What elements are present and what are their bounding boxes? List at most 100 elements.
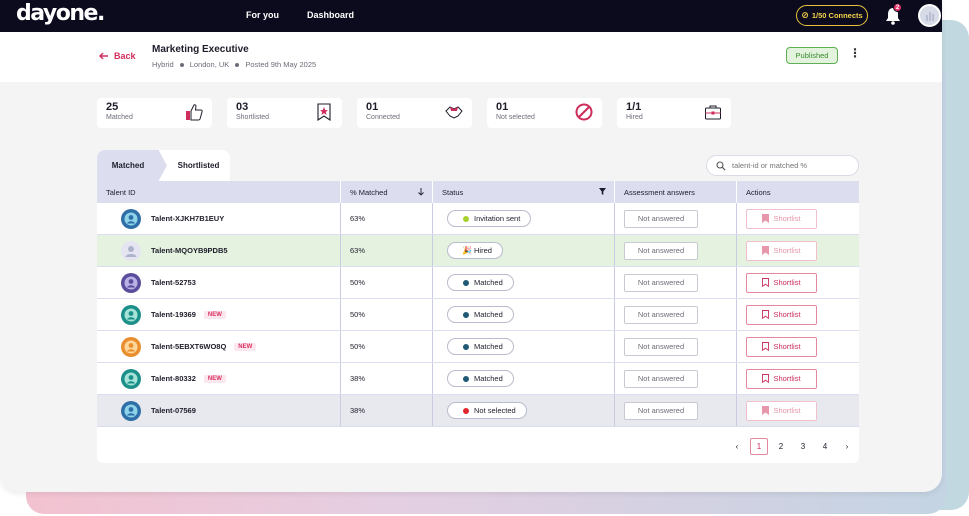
connects-button[interactable]: ⊘ 1/50 Connects xyxy=(796,5,868,26)
job-meta: Hybrid London, UK Posted 9th May 2025 xyxy=(152,60,316,69)
table-row[interactable]: Talent-80332 NEW 38% Matched Not answered Sho… xyxy=(97,363,859,395)
status-pill[interactable]: 🎉 Hired xyxy=(447,242,503,259)
column-header-talent-id[interactable]: Talent ID xyxy=(97,181,341,203)
stat-label: Hired xyxy=(626,114,643,121)
status-label: Matched xyxy=(474,342,503,351)
table-row[interactable]: Talent-5EBXT6WO8Q NEW 50% Matched Not answer… xyxy=(97,331,859,363)
status-pill[interactable]: Matched xyxy=(447,274,514,291)
talent-id[interactable]: Talent-MQOYB9PDB5 xyxy=(151,246,228,255)
status-dot xyxy=(463,312,469,318)
page-button-2[interactable]: 2 xyxy=(778,442,784,451)
page-button-4[interactable]: 4 xyxy=(822,442,828,451)
assessment-answers-field[interactable]: Not answered xyxy=(624,337,698,356)
cell-talent-id: Talent-XJKH7B1EUY xyxy=(97,203,341,234)
status-pill[interactable]: Matched xyxy=(447,370,514,387)
not-allowed-icon xyxy=(575,103,593,121)
prev-page-button[interactable]: ‹ xyxy=(735,442,739,451)
bookmark-icon xyxy=(762,374,770,383)
status-dot xyxy=(463,280,469,286)
status-dot xyxy=(463,216,469,222)
status-dot xyxy=(463,408,469,414)
stat-card-matched[interactable]: 25 Matched xyxy=(97,98,212,128)
status-pill[interactable]: Invitation sent xyxy=(447,210,532,227)
stat-card-connected[interactable]: 01 Connected xyxy=(357,98,472,128)
tab-matched[interactable]: Matched xyxy=(97,150,167,181)
table-row[interactable]: Talent-19369 NEW 50% Matched Not answered Sho… xyxy=(97,299,859,331)
cell-actions: Shortlist xyxy=(737,331,859,362)
column-header-status[interactable]: Status xyxy=(433,181,615,203)
shortlist-button[interactable]: Shortlist xyxy=(746,304,817,325)
avatar-chart-icon xyxy=(926,12,934,21)
shortlist-button[interactable]: Shortlist xyxy=(746,368,817,389)
stat-label: Matched xyxy=(106,114,133,121)
column-label: Talent ID xyxy=(106,187,136,197)
top-navbar: dayone. For you Dashboard ⊘ 1/50 Connect… xyxy=(0,0,942,32)
job-work-type: Hybrid xyxy=(152,60,174,69)
talent-id[interactable]: Talent-XJKH7B1EUY xyxy=(151,214,225,223)
column-header-matched[interactable]: % Matched xyxy=(341,181,433,203)
assessment-answers-field[interactable]: Not answered xyxy=(624,369,698,388)
talent-id[interactable]: Talent-5EBXT6WO8Q xyxy=(151,342,227,351)
status-pill[interactable]: Not selected xyxy=(447,402,527,419)
stat-card-not-selected[interactable]: 01 Not selected xyxy=(487,98,602,128)
assessment-answers-field[interactable]: Not answered xyxy=(624,305,698,324)
stat-label: Connected xyxy=(366,114,400,121)
cell-actions: Shortlist xyxy=(737,395,859,426)
status-label: Not selected xyxy=(474,406,516,415)
stat-card-shortlisted[interactable]: 03 Shortlisted xyxy=(227,98,342,128)
stat-card-hired[interactable]: 1/1 Hired xyxy=(617,98,731,128)
nav-link-dashboard[interactable]: Dashboard xyxy=(307,10,355,20)
back-button[interactable]: Back xyxy=(99,51,136,61)
cell-actions: Shortlist xyxy=(737,267,859,298)
talent-avatar xyxy=(121,400,141,421)
assessment-answers-field[interactable]: Not answered xyxy=(624,273,698,292)
arrow-left-icon xyxy=(99,52,108,60)
cell-answers: Not answered xyxy=(615,331,737,362)
table-row[interactable]: Talent-07569 38% Not selected Not answered S… xyxy=(97,395,859,427)
talent-id[interactable]: Talent-80332 xyxy=(151,374,196,383)
next-page-button[interactable]: › xyxy=(845,442,849,451)
shortlist-button[interactable]: Shortlist xyxy=(746,272,817,293)
shortlist-button[interactable]: Shortlist xyxy=(746,336,817,357)
shortlist-label: Shortlist xyxy=(773,278,801,287)
bookmark-filled-icon xyxy=(762,406,770,415)
published-badge[interactable]: Published xyxy=(786,47,838,64)
status-pill[interactable]: Matched xyxy=(447,306,514,323)
shortlist-label: Shortlist xyxy=(773,374,801,383)
search-input[interactable] xyxy=(732,161,852,170)
filter-icon[interactable] xyxy=(599,188,606,195)
assessment-answers-field[interactable]: Not answered xyxy=(624,401,698,420)
cell-matched: 63% xyxy=(341,203,433,234)
status-pill[interactable]: Matched xyxy=(447,338,514,355)
shortlist-button[interactable]: Shortlist xyxy=(746,208,817,229)
page-button-3[interactable]: 3 xyxy=(800,442,806,451)
shortlist-button[interactable]: Shortlist xyxy=(746,240,817,261)
stat-label: Shortlisted xyxy=(236,114,270,121)
sort-arrow-icon[interactable] xyxy=(418,188,424,196)
bookmark-icon xyxy=(762,278,770,287)
avatar-placeholder-icon xyxy=(121,240,141,261)
assessment-answers-field[interactable]: Not answered xyxy=(624,209,698,228)
shortlist-button[interactable]: Shortlist xyxy=(746,400,817,421)
nav-link-for-you[interactable]: For you xyxy=(246,10,279,20)
assessment-answers-field[interactable]: Not answered xyxy=(624,241,698,260)
table-row[interactable]: Talent-MQOYB9PDB5 63% 🎉 Hired Not answered Sh… xyxy=(97,235,859,267)
search-icon xyxy=(716,160,726,171)
user-avatar[interactable] xyxy=(918,4,941,27)
dayone-logo[interactable]: dayone. xyxy=(16,1,105,26)
table-row[interactable]: Talent-52753 50% Matched Not answered Shortl… xyxy=(97,267,859,299)
meta-separator xyxy=(179,62,184,67)
status-label: Invitation sent xyxy=(474,214,521,223)
talent-id[interactable]: Talent-07569 xyxy=(151,406,196,415)
table-row[interactable]: Talent-XJKH7B1EUY 63% Invitation sent Not a… xyxy=(97,203,859,235)
column-label: % Matched xyxy=(350,187,388,197)
talent-id[interactable]: Talent-19369 xyxy=(151,310,196,319)
tab-shortlisted[interactable]: Shortlisted xyxy=(157,150,230,181)
pagination: ‹ 1 2 3 4 › xyxy=(728,438,860,455)
cell-answers: Not answered xyxy=(615,363,737,394)
talent-id[interactable]: Talent-52753 xyxy=(151,278,196,287)
more-options-icon[interactable]: ⋮ xyxy=(849,46,861,60)
page-button-1[interactable]: 1 xyxy=(750,438,768,455)
new-badge: NEW xyxy=(203,374,226,383)
stat-value: 01 xyxy=(496,101,509,113)
